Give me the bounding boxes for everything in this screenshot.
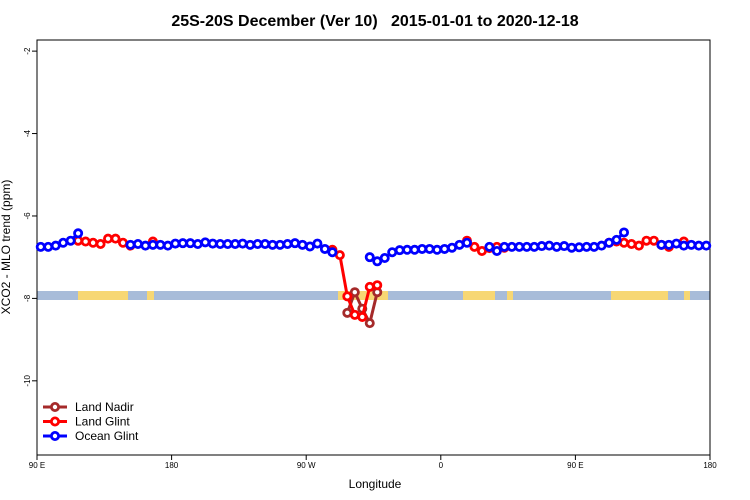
data-point [349, 287, 360, 298]
data-point [409, 244, 420, 255]
x-axis-title: Longitude [349, 477, 402, 491]
y-tick-label: -2 [23, 47, 32, 55]
data-point [461, 237, 472, 248]
data-point [200, 237, 211, 248]
legend-label: Ocean Glint [75, 429, 139, 443]
data-point [551, 241, 562, 252]
x-tick-label: 90 W [297, 461, 316, 470]
y-axis-title: XCO2 - MLO trend (ppm) [0, 180, 13, 315]
data-point [245, 239, 256, 250]
data-point [589, 241, 600, 252]
data-point [357, 311, 368, 322]
data-point [364, 318, 375, 329]
data-point [275, 239, 286, 250]
data-point [260, 238, 271, 249]
data-point [686, 239, 697, 250]
data-point [289, 238, 300, 249]
x-tick-label: 180 [703, 461, 717, 470]
data-point [110, 233, 121, 244]
data-point [626, 238, 637, 249]
legend-marker [50, 416, 61, 427]
x-tick-label: 90 E [567, 461, 583, 470]
chart-title: 25S-20S December (Ver 10) 2015-01-01 to … [171, 13, 578, 30]
data-point [80, 236, 91, 247]
data-point [372, 280, 383, 291]
data-point [372, 256, 383, 267]
data-point [140, 240, 151, 251]
data-point [43, 241, 54, 252]
data-point [95, 238, 106, 249]
data-point [132, 238, 143, 249]
data-point [701, 240, 712, 251]
data-point [297, 239, 308, 250]
y-tick-label: -4 [23, 129, 32, 137]
data-point [619, 227, 630, 238]
data-point [155, 239, 166, 250]
data-point [192, 238, 203, 249]
data-point [424, 243, 435, 254]
x-tick-label: 180 [165, 461, 179, 470]
data-point [65, 235, 76, 246]
data-point [88, 237, 99, 248]
data-point [678, 240, 689, 251]
data-point [469, 241, 480, 252]
data-point [364, 281, 375, 292]
data-point [663, 239, 674, 250]
data-point [432, 244, 443, 255]
data-point [379, 253, 390, 264]
data-point [439, 243, 450, 254]
data-point [282, 238, 293, 249]
x-tick-label: 90 E [29, 461, 45, 470]
data-point [73, 228, 84, 239]
data-point [342, 291, 353, 302]
data-point [491, 246, 502, 257]
data-point [484, 241, 495, 252]
data-point [319, 243, 330, 254]
legend-label: Land Nadir [75, 400, 134, 414]
y-tick-label: -8 [23, 294, 32, 302]
data-point [544, 240, 555, 251]
x-tick-label: 0 [439, 461, 444, 470]
data-point [312, 238, 323, 249]
data-point [633, 240, 644, 251]
y-tick-label: -10 [23, 374, 32, 386]
legend-marker [50, 401, 61, 412]
legend-label: Land Glint [75, 415, 130, 429]
data-point [648, 235, 659, 246]
data-point [185, 238, 196, 249]
y-tick-label: -6 [23, 212, 32, 220]
data-point [611, 234, 622, 245]
data-point [559, 241, 570, 252]
data-point [529, 241, 540, 252]
legend-marker [50, 430, 61, 441]
data-point [125, 239, 136, 250]
data-point [237, 238, 248, 249]
data-point [364, 252, 375, 263]
data-point [327, 247, 338, 258]
